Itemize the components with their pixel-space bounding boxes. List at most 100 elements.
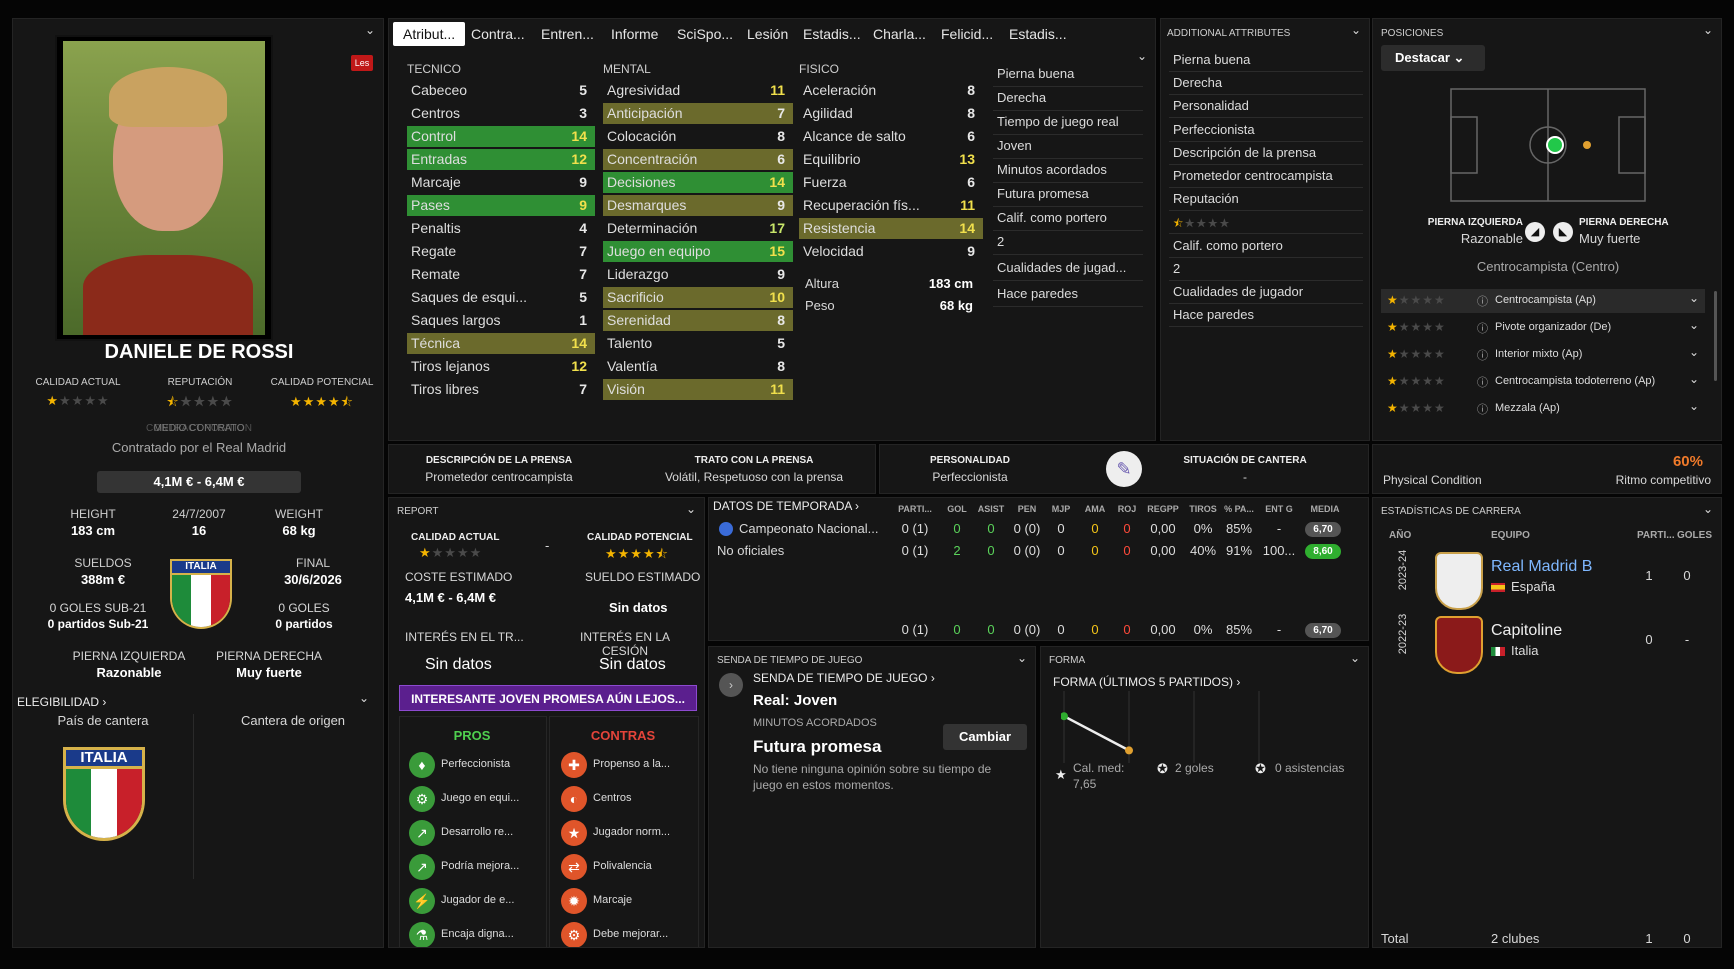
cons-item[interactable]: Centros <box>593 792 632 804</box>
attribute-value: 3 <box>579 105 587 121</box>
competition-name[interactable]: Campeonato Nacional... <box>739 521 879 536</box>
playtime-link[interactable]: SENDA DE TIEMPO DE JUEGO › <box>753 671 935 685</box>
injury-badge[interactable]: Les <box>351 55 373 71</box>
season-link[interactable]: DATOS DE TEMPORADA › <box>713 499 860 513</box>
weight-label: WEIGHT <box>275 507 323 521</box>
media-badge: 6,70 <box>1305 623 1341 638</box>
attribute-name: Anticipación <box>607 105 683 121</box>
star-icon: ★ <box>1055 767 1067 782</box>
eligibility-link[interactable]: ELEGIBILIDAD › <box>17 695 107 709</box>
role-row[interactable]: ★★★★★ ⓘ Interior mixto (Ap) ⌄ <box>1381 343 1705 367</box>
tab-5[interactable]: Lesión <box>747 26 789 42</box>
attribute-value: 11 <box>770 381 785 397</box>
season-cell: 0% <box>1193 521 1213 536</box>
chevron-down-icon[interactable]: ⌄ <box>1688 345 1699 359</box>
pros-item[interactable]: Podría mejora... <box>441 860 520 872</box>
chevron-down-icon[interactable]: ⌄ <box>1349 651 1360 665</box>
divider <box>993 206 1143 207</box>
right-boot-icon: ◣ <box>1553 222 1573 242</box>
attribute-value: 7 <box>777 105 785 121</box>
tab-1[interactable]: Contra... <box>471 26 525 42</box>
play-icon[interactable]: › <box>719 673 743 697</box>
pros-item[interactable]: Perfeccionista <box>441 758 511 770</box>
chevron-down-icon[interactable]: ⌄ <box>358 691 369 705</box>
role-stars: ★★★★★ <box>1387 347 1446 361</box>
role-row[interactable]: ★★★★★ ⓘ Pivote organizador (De) ⌄ <box>1381 316 1705 340</box>
attribute-row: Control 14 <box>407 126 595 147</box>
tab-3[interactable]: Informe <box>611 26 659 42</box>
side-attribute: Tiempo de juego real <box>997 114 1119 129</box>
divider <box>1169 163 1363 165</box>
cons-item[interactable]: Propenso a la... <box>593 758 671 770</box>
attribute-name: Marcaje <box>411 174 461 190</box>
contract-overlay2: CONTRACT POSITION <box>146 423 252 434</box>
highlight-button[interactable]: Destacar ⌄ <box>1381 45 1485 71</box>
cons-item[interactable]: Debe mejorar... <box>593 928 669 940</box>
attribute-row: Decisiones 14 <box>603 172 793 193</box>
divider <box>193 714 194 879</box>
attribute-name: Serenidad <box>607 312 671 328</box>
attribute-name: Entradas <box>411 151 468 167</box>
role-row[interactable]: ★★★★★ ⓘ Centrocampista todoterreno (Ap) ⌄ <box>1381 370 1705 394</box>
attribute-value: 9 <box>967 243 975 259</box>
chevron-down-icon[interactable]: ⌄ <box>1702 502 1713 516</box>
chevron-down-icon[interactable]: ⌄ <box>1688 291 1699 305</box>
attribute-row: Juego en equipo 15 <box>603 241 793 262</box>
pros-item[interactable]: Jugador de e... <box>441 894 515 906</box>
pros-item[interactable]: Juego en equi... <box>441 792 520 804</box>
club-name[interactable]: Real Madrid B <box>1491 558 1593 575</box>
role-row[interactable]: ★★★★★ ⓘ Mezzala (Ap) ⌄ <box>1381 397 1705 421</box>
tab-7[interactable]: Charla... <box>873 26 926 42</box>
chevron-down-icon[interactable]: ⌄ <box>364 23 375 37</box>
tecnico-title: TECNICO <box>407 62 461 76</box>
scrollbar[interactable] <box>1714 291 1717 381</box>
pros-item[interactable]: Encaja digna... <box>441 928 514 940</box>
attribute-row: Serenidad 8 <box>603 310 793 331</box>
club-apps: 0 <box>1645 632 1653 647</box>
season-cell: 85% <box>1225 622 1253 637</box>
divider <box>1169 94 1363 96</box>
role-stars: ★★★★★ <box>1387 320 1446 334</box>
season-header: GOL <box>947 504 967 514</box>
tab-6[interactable]: Estadis... <box>803 26 861 42</box>
pros-item[interactable]: Desarrollo re... <box>441 826 514 838</box>
positions-title: POSICIONES <box>1381 28 1444 39</box>
info-icon: ⓘ <box>1477 377 1488 389</box>
chevron-down-icon[interactable]: ⌄ <box>1702 23 1713 37</box>
attribute-name: Centros <box>411 105 461 121</box>
cons-item[interactable]: Polivalencia <box>593 860 652 872</box>
season-header: MEDIA <box>1310 504 1340 514</box>
tab-9[interactable]: Estadis... <box>1009 26 1067 42</box>
report-dash: - <box>545 538 550 553</box>
cons-item[interactable]: Jugador norm... <box>593 826 671 838</box>
report-banner[interactable]: INTERESANTE JOVEN PROMESA AÚN LEJOS... <box>399 685 697 711</box>
form-panel: FORMA ⌄ FORMA (ÚLTIMOS 5 PARTIDOS) › ★ C… <box>1040 646 1369 948</box>
divider <box>993 230 1143 231</box>
divider <box>1169 71 1363 72</box>
avg-label: Cal. med: <box>1073 761 1125 775</box>
tab-2[interactable]: Entren... <box>541 26 594 42</box>
end-label: FINAL <box>295 556 330 570</box>
role-row[interactable]: ★★★★★ ⓘ Centrocampista (Ap) ⌄ <box>1381 289 1705 313</box>
attribute-value: 6 <box>967 128 975 144</box>
attribute-row: Fuerza 6 <box>799 172 983 193</box>
ball-icon: ✪ <box>1157 761 1168 776</box>
chevron-down-icon[interactable]: ⌄ <box>1016 651 1027 665</box>
additional-attribute: Calif. como portero <box>1173 237 1283 253</box>
tab-4[interactable]: SciSpo... <box>677 26 734 42</box>
chevron-down-icon[interactable]: ⌄ <box>685 502 696 516</box>
chevron-down-icon[interactable]: ⌄ <box>1688 399 1699 413</box>
cons-item[interactable]: Marcaje <box>593 894 633 906</box>
attribute-name: Talento <box>607 335 653 351</box>
chevron-down-icon[interactable]: ⌄ <box>1136 49 1147 63</box>
cons-icon: ⇄ <box>561 854 587 880</box>
tab-8[interactable]: Felicid... <box>941 26 994 42</box>
form-link[interactable]: FORMA (ÚLTIMOS 5 PARTIDOS) › <box>1053 675 1241 689</box>
chevron-down-icon[interactable]: ⌄ <box>1350 23 1361 37</box>
chevron-down-icon[interactable]: ⌄ <box>1688 318 1699 332</box>
tab-0[interactable]: Atribut... <box>393 22 466 46</box>
chevron-down-icon[interactable]: ⌄ <box>1688 372 1699 386</box>
change-button[interactable]: Cambiar <box>943 724 1027 750</box>
club-name[interactable]: Capitoline <box>1491 622 1563 639</box>
divider <box>1169 187 1363 188</box>
